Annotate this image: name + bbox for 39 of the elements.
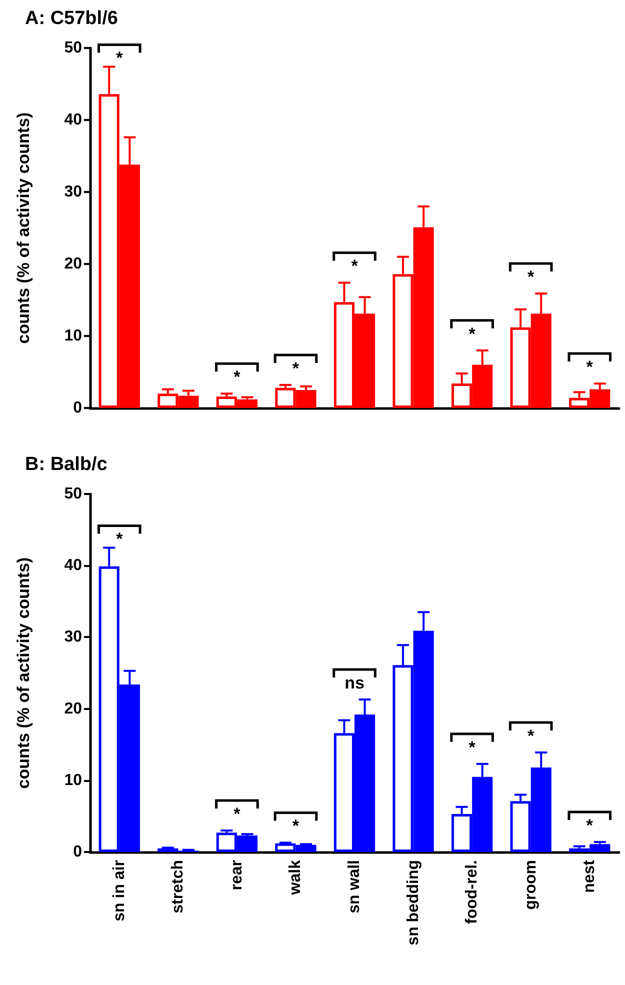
y-tick-label: 40 [64,112,82,128]
y-tick-label: 50 [64,486,82,502]
x-tick-label: sn wall [346,860,363,914]
x-tick-label: rear [228,860,246,890]
annotation: ns [344,673,364,692]
x-tick-label: sn bedding [404,860,422,946]
y-axis-title: counts (% of activity counts) [14,557,33,789]
x-tick-label: sn in air [110,860,128,922]
annotation: * [234,804,241,824]
y-tick-label: 20 [64,256,82,272]
annotation: * [528,268,535,287]
y-tick-label: 20 [64,700,82,718]
annotation: * [234,368,241,387]
annotation: * [351,256,358,276]
annotation: * [292,816,300,836]
x-tick-label: groom [522,860,540,910]
y-tick-label: 30 [64,628,82,646]
y-tick-label: 10 [64,328,82,344]
y-tick-label: 10 [64,772,82,789]
annotation: * [528,726,535,746]
annotation: * [468,738,476,757]
annotation: * [468,324,476,344]
annotation: * [586,816,594,835]
annotation: * [116,530,124,549]
x-tick-label: walk [287,860,304,896]
chart-title: B: Balb/c [25,454,108,475]
y-tick-label: 0 [73,844,82,860]
annotation: * [586,358,594,377]
y-tick-label: 50 [64,40,82,56]
y-tick-label: 30 [64,184,82,200]
x-tick-label: nest [581,859,598,893]
chart-title: A: C57bl/6 [25,8,118,29]
y-tick-label: 40 [64,557,82,574]
annotation: * [292,358,300,378]
x-tick-label: stretch [170,860,187,914]
x-tick-label: food-rel. [464,860,481,924]
annotation: * [116,48,124,68]
y-axis-title: counts (% of activity counts) [14,112,33,344]
y-tick-label: 0 [73,400,82,416]
